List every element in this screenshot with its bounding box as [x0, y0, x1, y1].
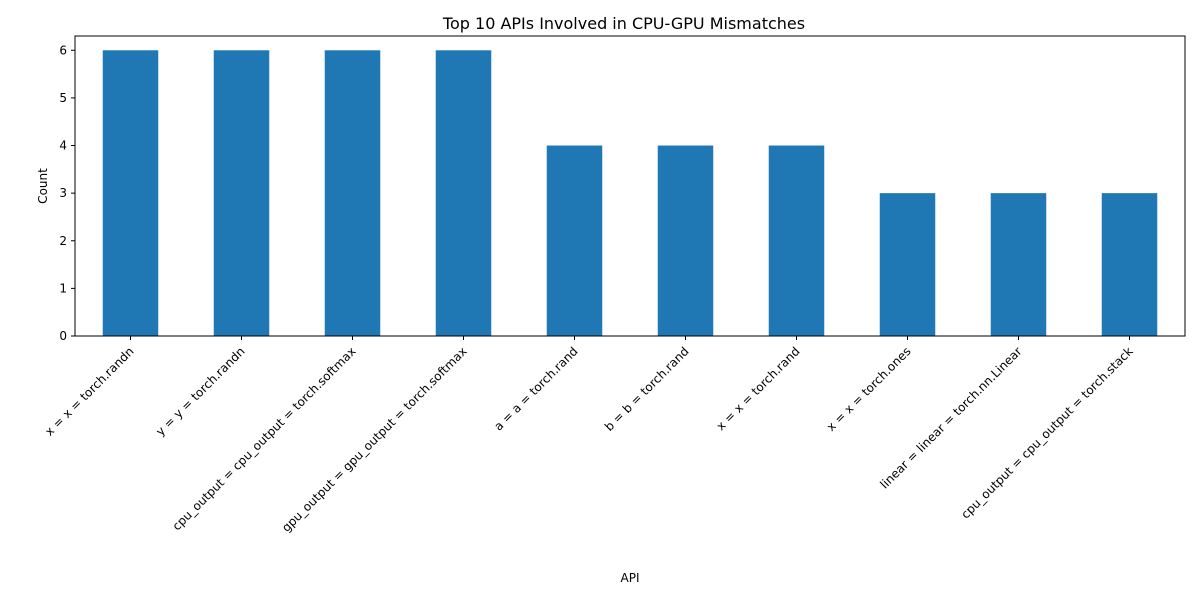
bar: [435, 50, 492, 337]
x-tick-label: cpu_output = cpu_output = torch.stack: [958, 344, 1135, 521]
x-axis-label: API: [621, 571, 640, 585]
x-tick-label: b = b = torch.rand: [602, 344, 692, 434]
x-tick-label: a = a = torch.rand: [491, 344, 580, 433]
y-tick-label: 6: [59, 43, 67, 57]
bar: [657, 145, 714, 336]
y-tick-label: 3: [59, 186, 67, 200]
y-tick-label: 1: [59, 281, 67, 295]
y-axis: 0 1 2 3 4 5 6: [59, 43, 75, 343]
y-tick-label: 0: [59, 329, 67, 343]
bar: [213, 50, 270, 337]
bar: [990, 193, 1047, 336]
y-tick-label: 4: [59, 139, 67, 153]
y-tick-label: 2: [59, 234, 67, 248]
bar: [324, 50, 381, 337]
bar: [879, 193, 936, 336]
x-tick-label: gpu_output = gpu_output = torch.softmax: [279, 344, 469, 534]
y-tick-label: 5: [59, 91, 67, 105]
bar: [102, 50, 159, 337]
chart-title: Top 10 APIs Involved in CPU-GPU Mismatch…: [442, 14, 805, 33]
x-tick-label: x = x = torch.ones: [824, 344, 914, 434]
x-tick-label: cpu_output = cpu_output = torch.softmax: [170, 344, 359, 533]
bar: [546, 145, 603, 336]
bar: [1101, 193, 1158, 336]
y-axis-label: Count: [36, 168, 50, 204]
plot-frame: [74, 35, 1186, 337]
x-tick-label: x = x = torch.randn: [42, 344, 136, 438]
x-axis: x = x = torch.randn y = y = torch.randncp…: [42, 336, 1136, 535]
x-tick-label: y = y = torch.randn: [153, 344, 247, 438]
bars-group: [102, 50, 1158, 337]
x-tick-label: x = x = torch.rand: [714, 344, 803, 433]
bar: [768, 145, 825, 336]
